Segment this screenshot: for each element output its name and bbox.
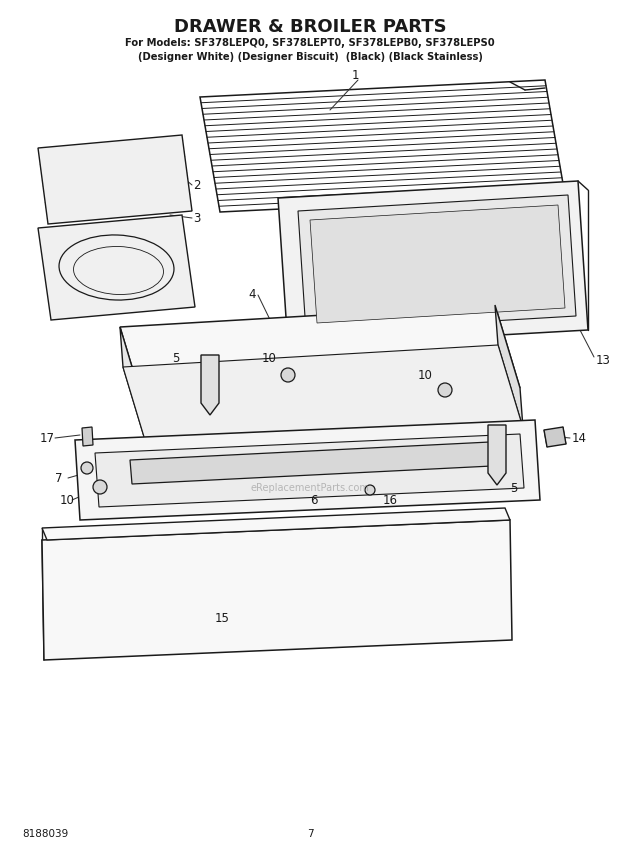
Polygon shape (82, 427, 93, 446)
Polygon shape (298, 195, 576, 332)
Text: 3: 3 (193, 211, 200, 224)
Text: 6: 6 (310, 494, 317, 507)
Text: 15: 15 (215, 611, 230, 625)
Text: 5: 5 (510, 482, 517, 495)
Text: 7: 7 (55, 472, 63, 484)
Polygon shape (42, 520, 512, 660)
Text: eReplacementParts.com: eReplacementParts.com (250, 483, 370, 493)
Circle shape (438, 383, 452, 397)
Text: 5: 5 (172, 352, 179, 365)
Text: 10: 10 (60, 494, 75, 507)
Text: 2: 2 (193, 179, 200, 192)
Circle shape (281, 368, 295, 382)
Text: DRAWER & BROILER PARTS: DRAWER & BROILER PARTS (174, 18, 446, 36)
Polygon shape (310, 205, 565, 323)
Polygon shape (495, 305, 523, 428)
Text: 10: 10 (262, 352, 277, 365)
Circle shape (81, 462, 93, 474)
Text: 7: 7 (307, 829, 313, 839)
Polygon shape (123, 345, 523, 450)
Text: 10: 10 (418, 368, 433, 382)
Polygon shape (200, 80, 565, 212)
Polygon shape (75, 420, 540, 520)
Polygon shape (544, 427, 566, 447)
Text: For Models: SF378LEPQ0, SF378LEPT0, SF378LEPB0, SF378LEPS0: For Models: SF378LEPQ0, SF378LEPT0, SF37… (125, 38, 495, 48)
Polygon shape (130, 442, 492, 484)
Polygon shape (95, 434, 524, 507)
Polygon shape (120, 327, 148, 450)
Polygon shape (278, 181, 588, 347)
Circle shape (93, 480, 107, 494)
Polygon shape (42, 508, 510, 540)
Text: 16: 16 (383, 494, 398, 507)
Polygon shape (488, 425, 506, 485)
Polygon shape (38, 215, 195, 320)
Polygon shape (201, 355, 219, 415)
Text: 13: 13 (596, 354, 611, 366)
Text: 1: 1 (352, 68, 360, 81)
Text: 17: 17 (40, 431, 55, 444)
Polygon shape (38, 135, 192, 224)
Polygon shape (120, 305, 520, 410)
Text: 8188039: 8188039 (22, 829, 68, 839)
Text: 4: 4 (248, 288, 255, 301)
Circle shape (365, 485, 375, 495)
Text: (Designer White) (Designer Biscuit)  (Black) (Black Stainless): (Designer White) (Designer Biscuit) (Bla… (138, 52, 482, 62)
Text: 14: 14 (572, 431, 587, 444)
